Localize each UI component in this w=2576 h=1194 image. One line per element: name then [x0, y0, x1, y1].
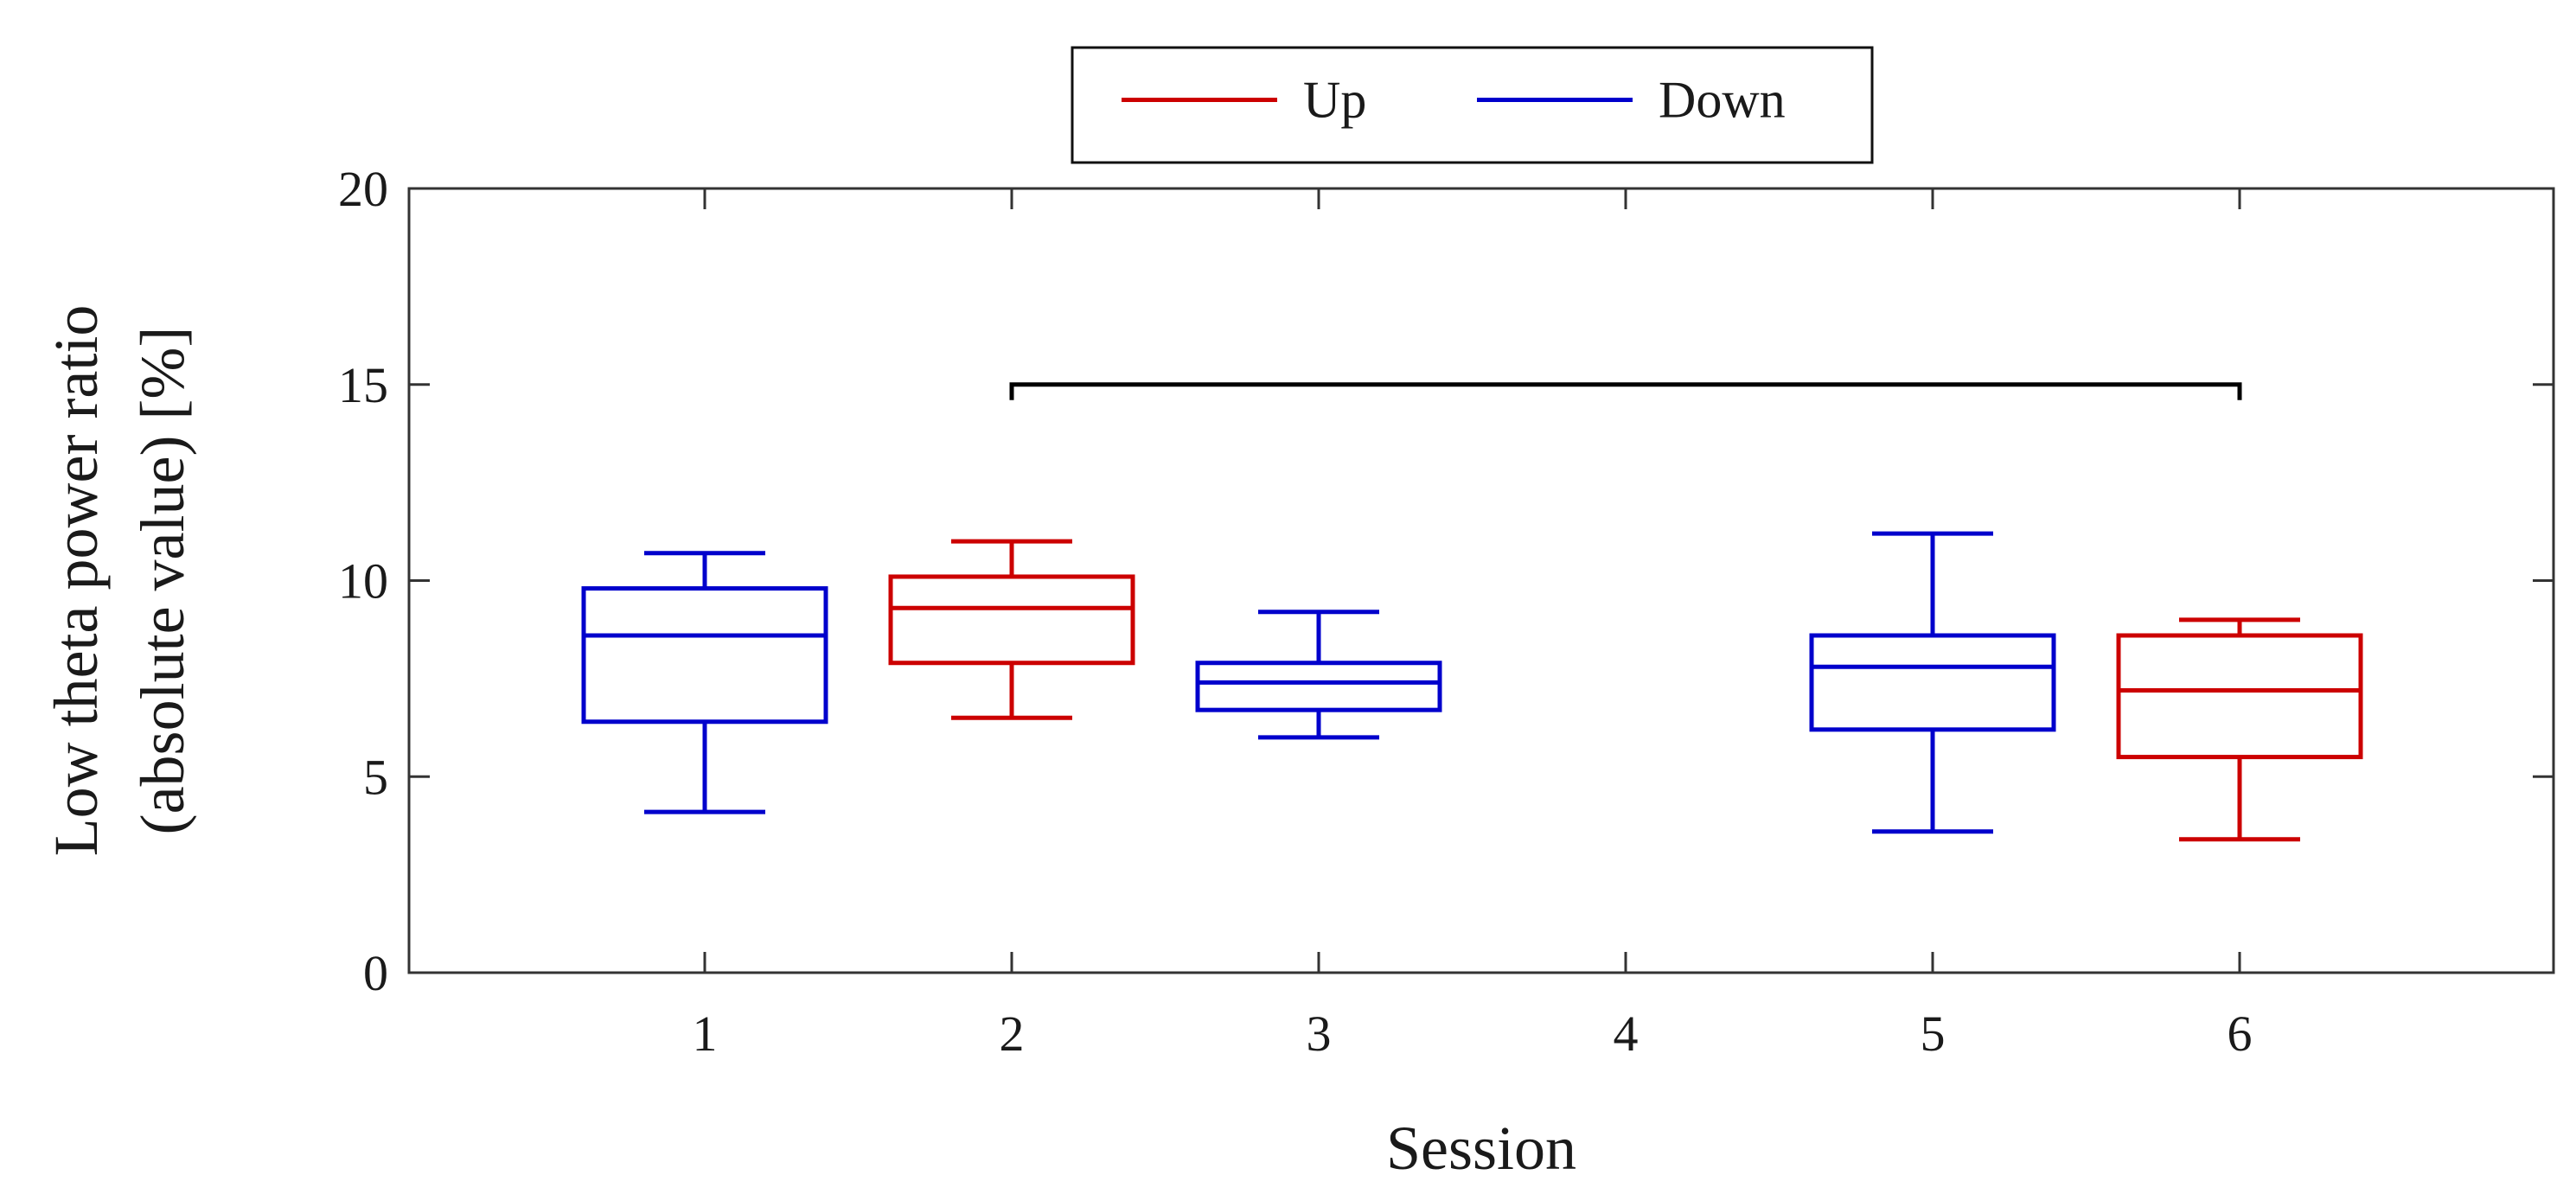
box-session-3: [1195, 610, 1442, 740]
significance-bracket: [1009, 382, 2242, 400]
box-session-2: [888, 539, 1135, 720]
iqr-box: [1809, 633, 2056, 732]
iqr-box: [2116, 633, 2363, 760]
x-tick-label: 5: [1921, 1006, 1946, 1062]
x-tick-label: 1: [693, 1006, 718, 1062]
x-tick-label: 2: [1000, 1006, 1025, 1062]
x-tick-label: 6: [2228, 1006, 2253, 1062]
legend-label-down: Down: [1659, 72, 1786, 129]
y-tick-label: 15: [338, 357, 388, 413]
box-session-1: [581, 551, 828, 814]
box-session-6: [2116, 617, 2363, 842]
x-axis-label: Session: [1386, 1114, 1576, 1183]
y-axis-label-line-2: (absolute value) [%]: [128, 327, 197, 835]
y-axis: 0 5 10 15 20: [338, 161, 2554, 1001]
y-tick-label: 5: [363, 749, 388, 805]
x-axis: 1 2 3 4 5 6: [693, 188, 2253, 1062]
box-session-5: [1809, 531, 2056, 834]
legend-box: [1071, 46, 1874, 164]
x-tick-label: 3: [1307, 1006, 1332, 1062]
legend-label-up: Up: [1303, 72, 1366, 129]
iqr-box: [888, 574, 1135, 666]
x-tick-label: 4: [1614, 1006, 1639, 1062]
y-axis-label: Low theta power ratio (absolute value) [%…: [42, 305, 197, 857]
y-tick-label: 0: [363, 945, 388, 1001]
y-tick-label: 10: [338, 553, 388, 610]
y-axis-label-line-1: Low theta power ratio: [42, 305, 111, 857]
iqr-box: [581, 586, 828, 725]
plot-area: [407, 187, 2555, 974]
iqr-box: [1195, 661, 1442, 712]
y-tick-label: 20: [338, 161, 388, 217]
legend: Up Down: [1071, 46, 1874, 164]
axes-frame: [407, 187, 2555, 974]
